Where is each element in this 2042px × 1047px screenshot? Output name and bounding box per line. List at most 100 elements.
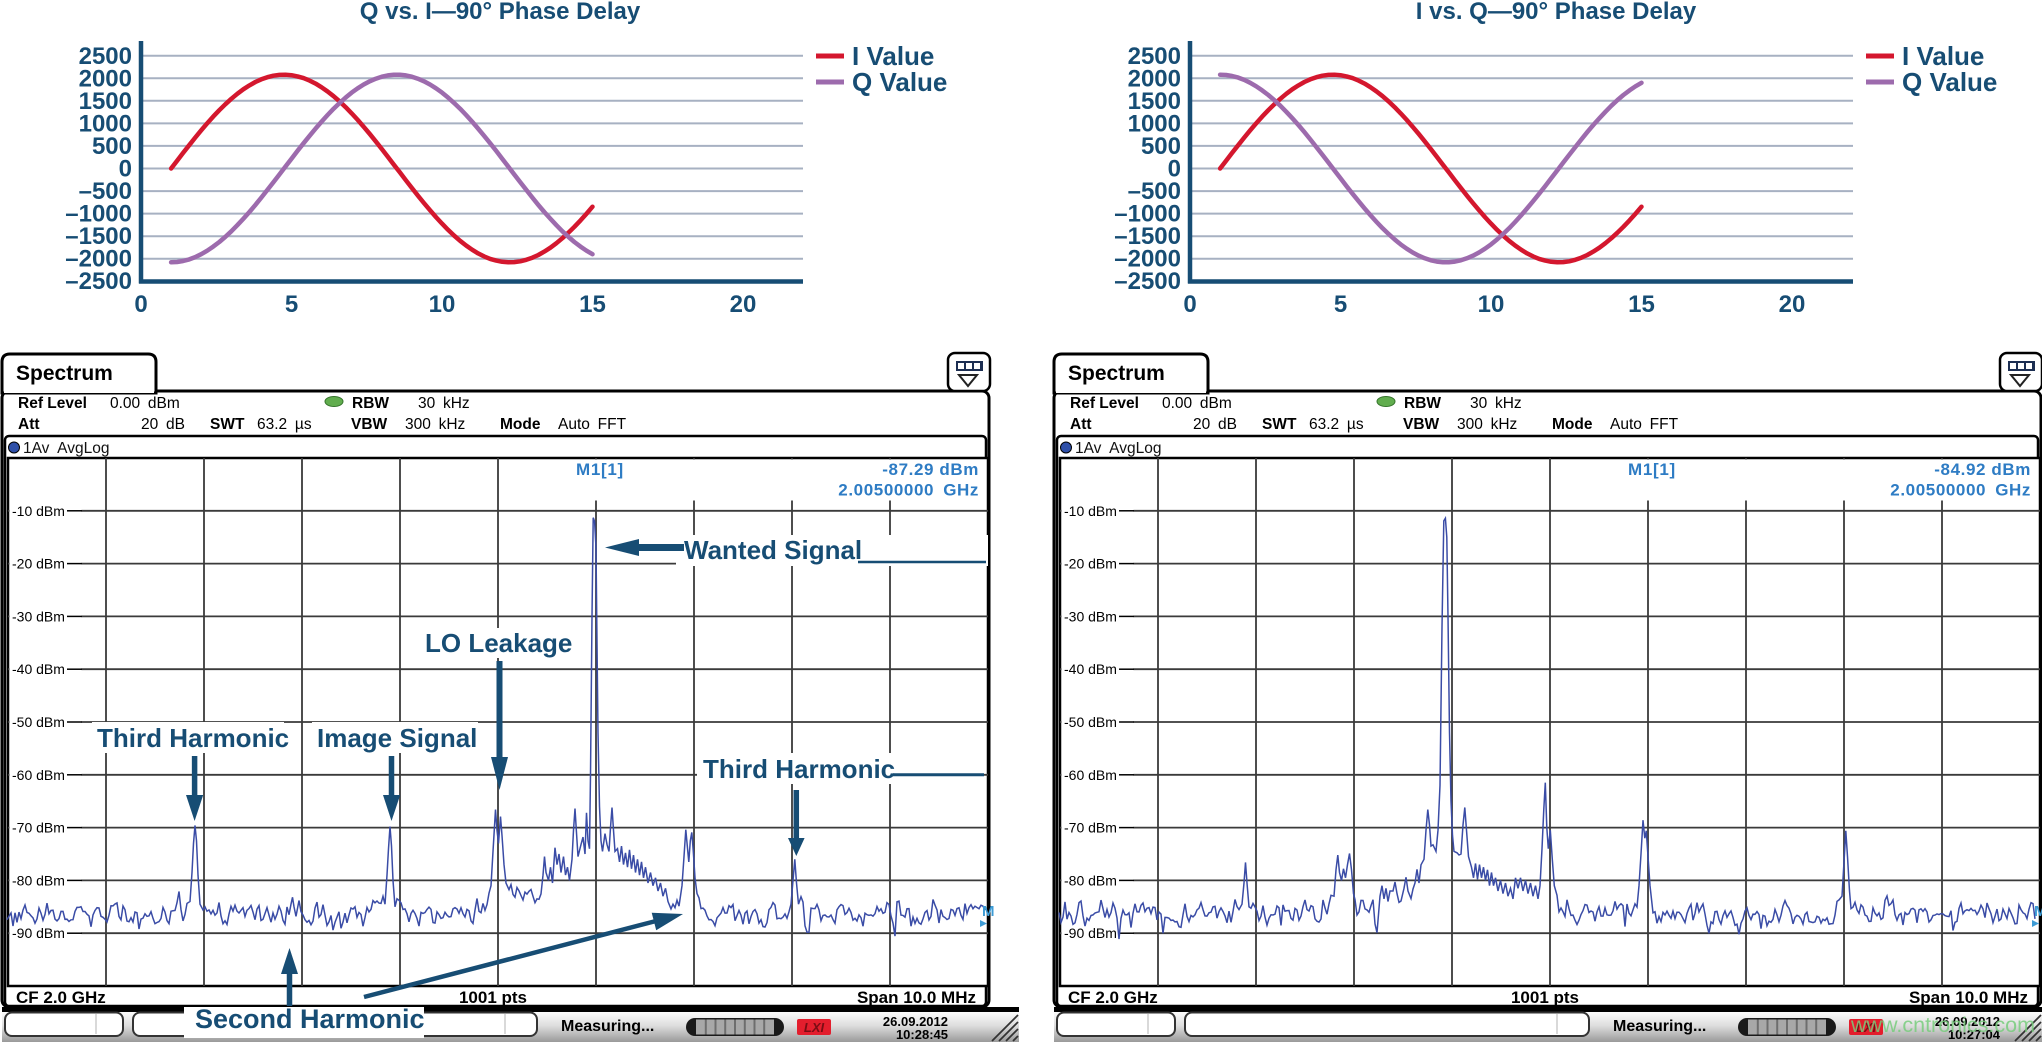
svg-text:30 kHz: 30 kHz: [418, 395, 470, 412]
svg-text:-50 dBm: -50 dBm: [12, 714, 65, 730]
svg-text:Ref Level: Ref Level: [18, 395, 87, 412]
svg-text:10: 10: [1478, 291, 1505, 318]
svg-text:CF 2.0 GHz: CF 2.0 GHz: [1068, 988, 1158, 1007]
svg-text:Mode: Mode: [1552, 416, 1593, 433]
svg-text:I vs. Q—90° Phase Delay: I vs. Q—90° Phase Delay: [1416, 0, 1697, 25]
svg-text:2.00500000 GHz: 2.00500000 GHz: [1890, 481, 2031, 500]
svg-text:-90 dBm: -90 dBm: [12, 925, 65, 941]
svg-text:RBW: RBW: [352, 395, 389, 412]
svg-text:-80 dBm: -80 dBm: [1064, 872, 1117, 888]
svg-text:1001 pts: 1001 pts: [459, 988, 527, 1007]
svg-text:I Value: I Value: [1902, 41, 1984, 71]
svg-text:SWT: SWT: [210, 416, 245, 433]
svg-text:–2500: –2500: [65, 268, 132, 295]
svg-text:500: 500: [1141, 133, 1181, 160]
svg-text:LXI: LXI: [804, 1020, 825, 1035]
svg-text:Att: Att: [18, 416, 40, 433]
svg-text:5: 5: [285, 291, 298, 318]
svg-text:Second Harmonic: Second Harmonic: [195, 1004, 425, 1034]
svg-text:500: 500: [92, 133, 132, 160]
svg-text:Wanted Signal: Wanted Signal: [684, 535, 862, 565]
svg-text:20 dB: 20 dB: [141, 416, 185, 433]
svg-text:-70 dBm: -70 dBm: [1064, 820, 1117, 836]
svg-text:-87.29 dBm: -87.29 dBm: [882, 460, 979, 479]
svg-text:Q vs. I—90° Phase Delay: Q vs. I—90° Phase Delay: [360, 0, 641, 25]
svg-text:–2500: –2500: [1114, 268, 1181, 295]
svg-text:Q Value: Q Value: [1902, 67, 1997, 97]
svg-text:1Av AvgLog: 1Av AvgLog: [1075, 440, 1161, 457]
svg-text:-84.92 dBm: -84.92 dBm: [1934, 460, 2031, 479]
svg-text:2.00500000 GHz: 2.00500000 GHz: [838, 481, 979, 500]
svg-text:Auto FFT: Auto FFT: [1610, 416, 1679, 433]
svg-text:VBW: VBW: [351, 416, 388, 433]
svg-text:5: 5: [1334, 291, 1347, 318]
svg-text:-30 dBm: -30 dBm: [12, 608, 65, 624]
svg-text:LO Leakage: LO Leakage: [425, 628, 572, 658]
svg-text:-60 dBm: -60 dBm: [12, 767, 65, 783]
svg-text:Spectrum: Spectrum: [16, 362, 113, 385]
svg-text:–1500: –1500: [1114, 223, 1181, 250]
svg-text:–1000: –1000: [1114, 201, 1181, 228]
svg-text:M: M: [982, 903, 995, 920]
svg-text:1Av AvgLog: 1Av AvgLog: [23, 440, 109, 457]
svg-text:Measuring...: Measuring...: [1613, 1018, 1706, 1035]
svg-text:I Value: I Value: [852, 41, 934, 71]
svg-text:-70 dBm: -70 dBm: [12, 820, 65, 836]
svg-text:Spectrum: Spectrum: [1068, 362, 1165, 385]
svg-text:26.09.2012: 26.09.2012: [883, 1014, 948, 1029]
svg-text:–500: –500: [1128, 178, 1181, 205]
svg-text:-40 dBm: -40 dBm: [12, 661, 65, 677]
svg-text:-10 dBm: -10 dBm: [1064, 503, 1117, 519]
svg-text:M1[1]: M1[1]: [1628, 460, 1676, 479]
svg-text:-30 dBm: -30 dBm: [1064, 608, 1117, 624]
svg-text:2500: 2500: [79, 43, 132, 70]
svg-text:26.09.2012: 26.09.2012: [1935, 1014, 2000, 1029]
svg-text:–500: –500: [79, 178, 132, 205]
svg-text:-80 dBm: -80 dBm: [12, 872, 65, 888]
svg-text:2000: 2000: [1128, 65, 1181, 92]
svg-text:10:27:04: 10:27:04: [1948, 1027, 2001, 1042]
svg-text:–2000: –2000: [65, 246, 132, 273]
svg-text:Q Value: Q Value: [852, 67, 947, 97]
svg-text:10: 10: [429, 291, 456, 318]
svg-text:20 dB: 20 dB: [1193, 416, 1237, 433]
svg-text:300 kHz: 300 kHz: [405, 416, 465, 433]
svg-text:LXI: LXI: [1856, 1020, 1877, 1035]
svg-text:-60 dBm: -60 dBm: [1064, 767, 1117, 783]
svg-text:-20 dBm: -20 dBm: [12, 556, 65, 572]
svg-text:–1500: –1500: [65, 223, 132, 250]
svg-text:Third Harmonic: Third Harmonic: [703, 754, 895, 784]
svg-text:63.2 µs: 63.2 µs: [257, 416, 312, 433]
svg-text:Image Signal: Image Signal: [317, 723, 477, 753]
svg-text:15: 15: [1628, 291, 1655, 318]
svg-text:-50 dBm: -50 dBm: [1064, 714, 1117, 730]
svg-text:SWT: SWT: [1262, 416, 1297, 433]
svg-text:0: 0: [134, 291, 147, 318]
svg-text:CF 2.0 GHz: CF 2.0 GHz: [16, 988, 106, 1007]
svg-text:–2000: –2000: [1114, 246, 1181, 273]
svg-text:www.cntronics.com: www.cntronics.com: [1850, 1013, 2035, 1037]
svg-text:0: 0: [1168, 156, 1181, 183]
svg-text:M1[1]: M1[1]: [576, 460, 624, 479]
svg-text:20: 20: [730, 291, 757, 318]
svg-text:15: 15: [579, 291, 606, 318]
svg-text:0.00 dBm: 0.00 dBm: [1162, 395, 1232, 412]
svg-text:0: 0: [1183, 291, 1196, 318]
svg-text:-40 dBm: -40 dBm: [1064, 661, 1117, 677]
svg-text:Ref Level: Ref Level: [1070, 395, 1139, 412]
svg-text:-90 dBm: -90 dBm: [1064, 925, 1117, 941]
svg-text:0.00 dBm: 0.00 dBm: [110, 395, 180, 412]
svg-text:10:28:45: 10:28:45: [896, 1027, 948, 1042]
svg-text:Span 10.0 MHz: Span 10.0 MHz: [857, 988, 976, 1007]
svg-text:1000: 1000: [1128, 110, 1181, 137]
svg-text:63.2 µs: 63.2 µs: [1309, 416, 1364, 433]
svg-text:Measuring...: Measuring...: [561, 1018, 654, 1035]
svg-text:1500: 1500: [79, 88, 132, 115]
svg-text:30 kHz: 30 kHz: [1470, 395, 1522, 412]
svg-text:Mode: Mode: [500, 416, 541, 433]
svg-text:RBW: RBW: [1404, 395, 1441, 412]
svg-text:Span 10.0 MHz: Span 10.0 MHz: [1909, 988, 2028, 1007]
svg-text:VBW: VBW: [1403, 416, 1440, 433]
svg-text:0: 0: [119, 156, 132, 183]
svg-text:2500: 2500: [1128, 43, 1181, 70]
